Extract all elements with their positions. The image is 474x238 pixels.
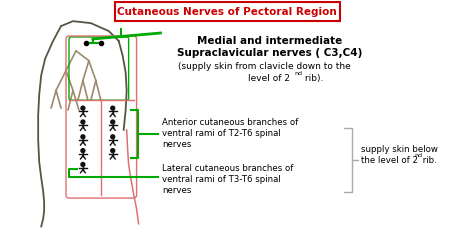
Text: nd: nd bbox=[295, 71, 303, 76]
Text: nd: nd bbox=[414, 153, 422, 158]
Text: the level of 2: the level of 2 bbox=[361, 156, 418, 164]
Text: ventral rami of T3-T6 spinal: ventral rami of T3-T6 spinal bbox=[163, 175, 281, 184]
Text: ventral rami of T2-T6 spinal: ventral rami of T2-T6 spinal bbox=[163, 129, 281, 138]
Text: supply skin below: supply skin below bbox=[361, 145, 438, 154]
Text: rib).: rib). bbox=[301, 74, 323, 83]
Text: nerves: nerves bbox=[163, 186, 192, 195]
Circle shape bbox=[81, 163, 85, 166]
FancyBboxPatch shape bbox=[115, 2, 340, 21]
Text: rib.: rib. bbox=[420, 156, 437, 164]
Text: Anterior cutaneous branches of: Anterior cutaneous branches of bbox=[163, 118, 299, 127]
Circle shape bbox=[81, 106, 85, 110]
Text: Lateral cutaneous branches of: Lateral cutaneous branches of bbox=[163, 164, 294, 174]
Circle shape bbox=[111, 120, 115, 124]
Circle shape bbox=[81, 135, 85, 139]
Text: level of 2: level of 2 bbox=[248, 74, 290, 83]
Text: Medial and intermediate: Medial and intermediate bbox=[197, 36, 342, 46]
Circle shape bbox=[111, 106, 115, 110]
Text: Supraclavicular nerves ( C3,C4): Supraclavicular nerves ( C3,C4) bbox=[177, 48, 363, 58]
Circle shape bbox=[111, 149, 115, 153]
Circle shape bbox=[81, 149, 85, 153]
Circle shape bbox=[81, 120, 85, 124]
Text: nerves: nerves bbox=[163, 140, 192, 149]
Text: Cutaneous Nerves of Pectoral Region: Cutaneous Nerves of Pectoral Region bbox=[117, 7, 337, 17]
Text: (supply skin from clavicle down to the: (supply skin from clavicle down to the bbox=[178, 62, 351, 71]
Circle shape bbox=[111, 135, 115, 139]
